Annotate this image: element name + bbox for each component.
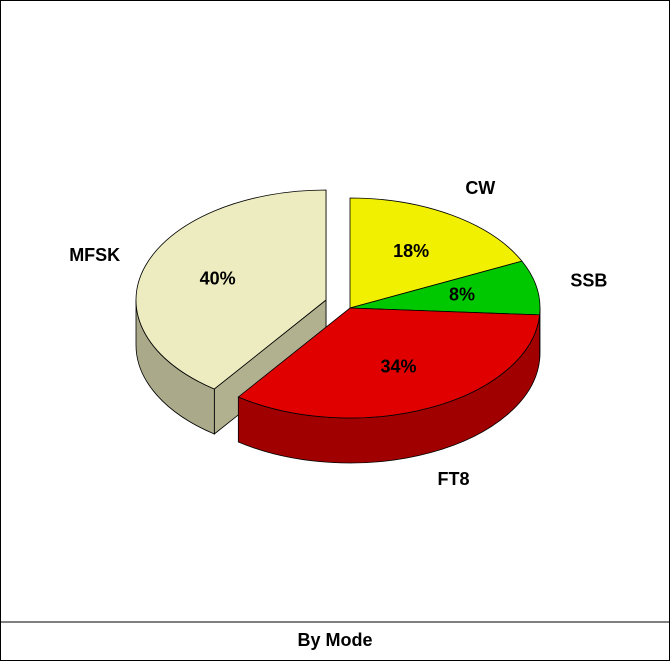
chart-title: By Mode xyxy=(297,630,372,650)
value-label: 34% xyxy=(381,356,417,376)
value-label: 18% xyxy=(393,241,429,261)
value-label: 40% xyxy=(200,268,236,288)
category-label: MFSK xyxy=(69,245,120,265)
category-label: CW xyxy=(465,178,495,198)
value-label: 8% xyxy=(449,284,475,304)
category-label: FT8 xyxy=(438,469,470,489)
category-label: SSB xyxy=(570,270,607,290)
